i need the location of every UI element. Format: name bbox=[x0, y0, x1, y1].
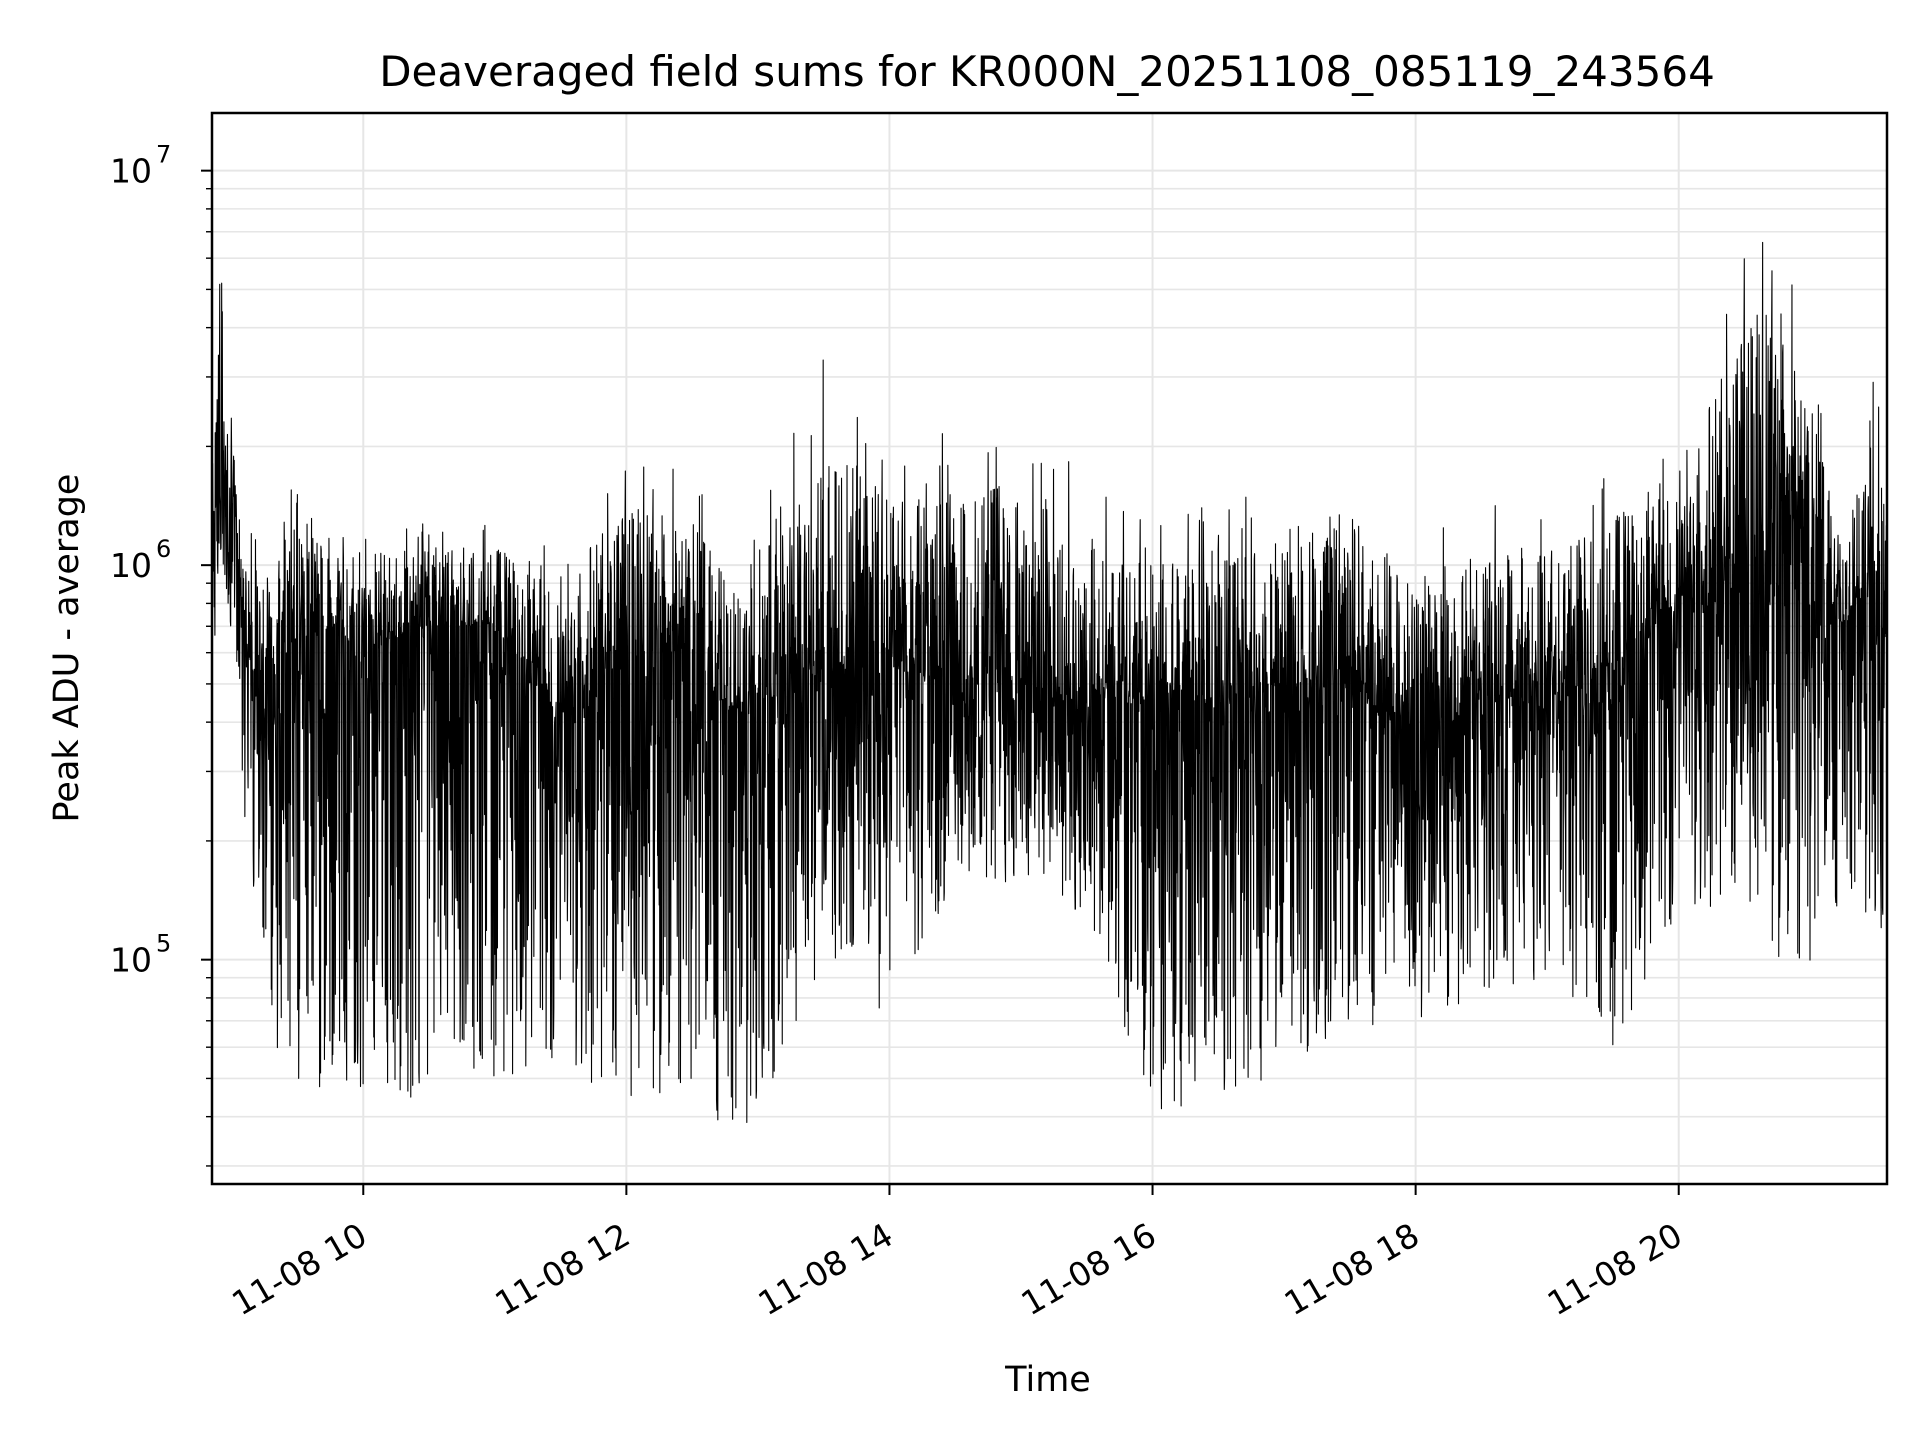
series-trace bbox=[211, 241, 1888, 1123]
x-tick-label: 11-08 20 bbox=[1541, 1215, 1689, 1323]
x-tick-label: 11-08 14 bbox=[751, 1215, 899, 1323]
y-tick-label: 10 bbox=[110, 546, 152, 585]
y-axis-label: Peak ADU - average bbox=[47, 474, 87, 823]
x-tick-label: 11-08 10 bbox=[225, 1215, 373, 1323]
x-tick-label: 11-08 16 bbox=[1015, 1215, 1163, 1323]
x-axis-ticks: 11-08 10 11-08 12 11-08 14 11-08 16 11-08 18… bbox=[225, 1184, 1689, 1323]
chart-title: Deaveraged field sums for KR000N_2025110… bbox=[379, 47, 1715, 96]
y-tick-label: 10 bbox=[110, 152, 152, 191]
x-axis-label: Time bbox=[1004, 1360, 1091, 1400]
y-tick-label: 10 bbox=[110, 941, 152, 980]
plot-frame bbox=[210, 111, 1889, 1186]
y-tick-exponent: 5 bbox=[156, 930, 171, 958]
x-tick-label: 11-08 18 bbox=[1278, 1215, 1426, 1323]
y-tick-exponent: 7 bbox=[156, 141, 171, 169]
x-tick-label: 11-08 12 bbox=[488, 1215, 636, 1323]
y-tick-exponent: 6 bbox=[156, 535, 171, 563]
series-line bbox=[211, 241, 1888, 1123]
